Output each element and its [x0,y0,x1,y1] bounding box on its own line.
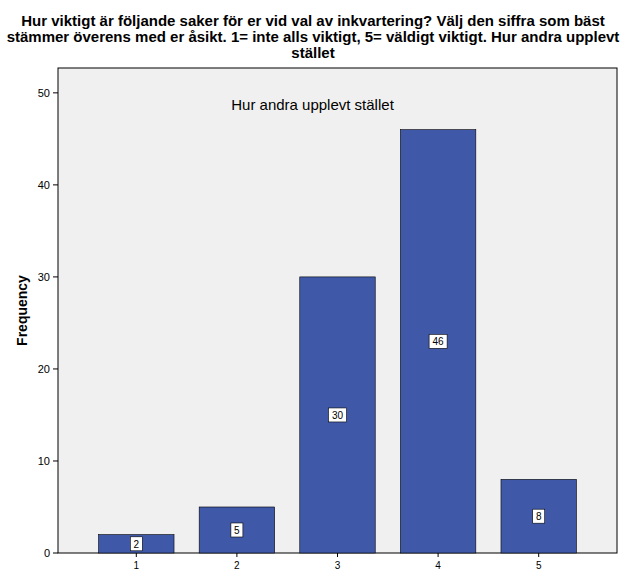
x-tick [438,553,439,557]
x-tick-label: 2 [234,560,240,571]
data-label: 5 [234,525,240,536]
data-label-box [329,408,347,422]
y-tick [53,276,58,277]
data-label-box [429,334,447,348]
x-tick-label: 4 [435,560,441,571]
subtitle: Hur andra upplevt stället [231,96,394,113]
y-axis-label: Frequency [14,275,30,346]
chart-title: Hur viktigt är följande saker för er vid… [0,13,626,61]
x-tick [136,553,137,557]
data-label-box [130,537,142,551]
y-tick-label: 20 [38,363,50,375]
x-tick-label: 5 [536,560,542,571]
y-tick [53,553,58,554]
bar [199,507,274,553]
x-tick [236,553,237,557]
data-label: 46 [433,336,445,347]
x-tick-label: 1 [134,560,140,571]
y-tick-label: 50 [38,87,50,99]
data-label-box [533,509,545,523]
bar [400,130,475,553]
data-label: 2 [134,539,140,550]
x-tick-label: 3 [335,560,341,571]
x-tick [337,553,338,557]
data-label: 8 [536,511,542,522]
y-tick-label: 10 [38,455,50,467]
y-tick [53,368,58,369]
y-tick [53,92,58,93]
bar [501,479,576,553]
y-tick [53,184,58,185]
chart-svg: 0 10 20 30 40 50 Hur andra upplevt stället Freq… [0,0,626,581]
data-label-box [231,523,243,537]
bar [99,535,174,553]
bar [300,277,375,553]
data-label: 30 [332,410,344,421]
y-tick-label: 30 [38,271,50,283]
x-tick [538,553,539,557]
y-tick-label: 40 [38,179,50,191]
y-tick [53,460,58,461]
y-tick-label: 0 [44,547,50,559]
plot-area [58,68,617,553]
